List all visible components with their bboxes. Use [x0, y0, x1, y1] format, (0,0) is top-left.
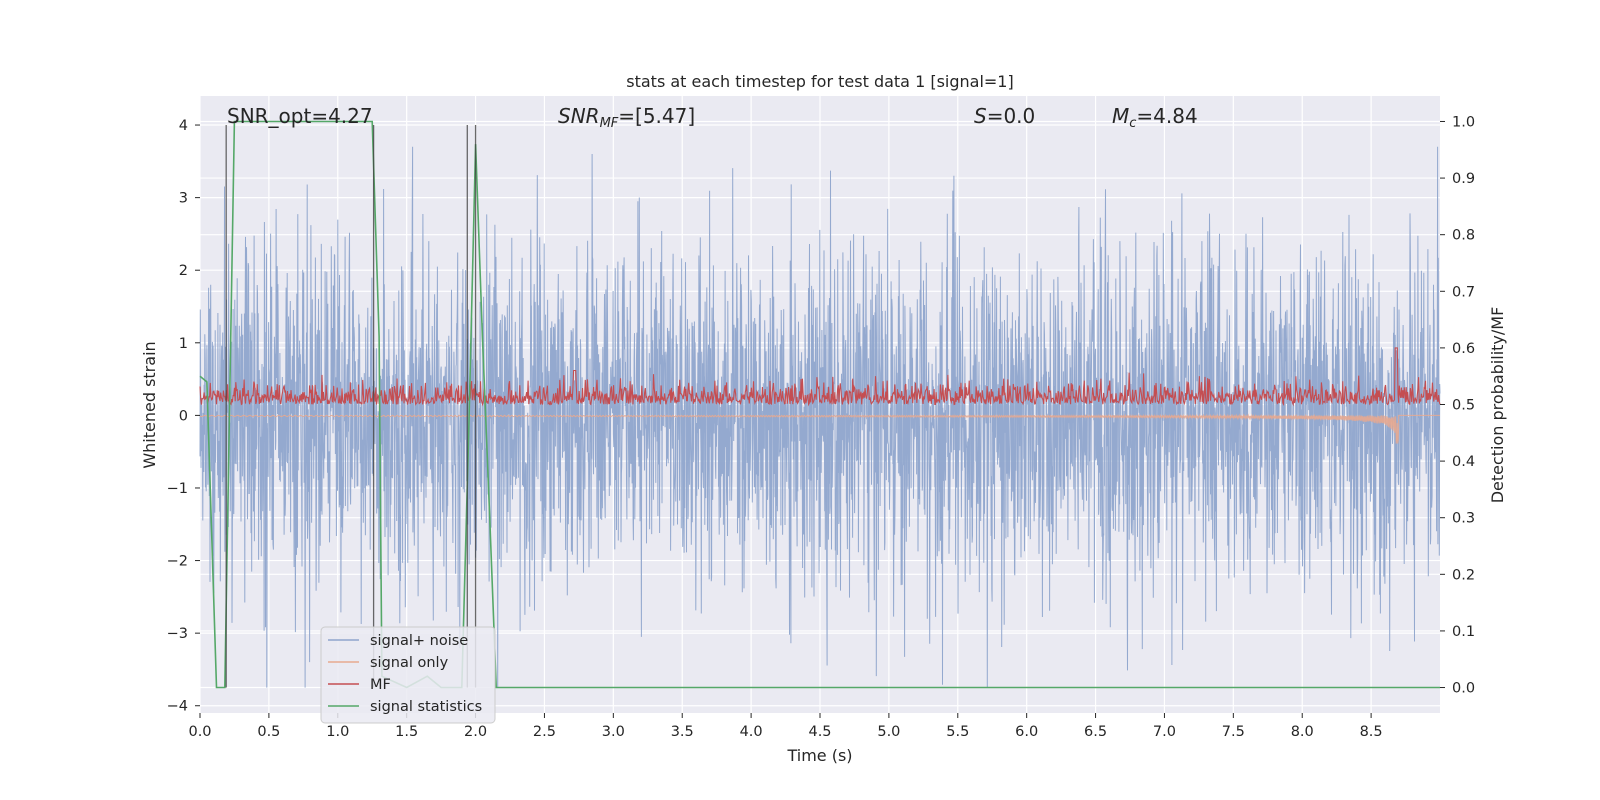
legend: signal+ noise signal only MF signal stat…: [320, 626, 496, 724]
y-tick-label: −3: [167, 626, 188, 642]
y-tick-label: 4: [179, 118, 188, 134]
x-tick-label: 3.5: [671, 724, 694, 740]
x-tick-label: 5.0: [877, 724, 900, 740]
y2-tick-label: 0.7: [1452, 284, 1475, 300]
y-tick-label: 1: [179, 336, 188, 352]
y-axis-label: Whitened strain: [140, 341, 159, 468]
legend-box: [320, 626, 496, 724]
y2-tick-label: 0.5: [1452, 398, 1475, 414]
series-signal-only: [199, 413, 1440, 444]
x-tick-label: 1.5: [395, 724, 418, 740]
annotation-mc: Mc=4.84: [1112, 104, 1198, 131]
y-tick-label: −2: [167, 554, 188, 570]
x-tick-label: 2.0: [464, 724, 487, 740]
y2-axis-label: Detection probability/MF: [1488, 307, 1507, 504]
x-axis-label: Time (s): [786, 746, 852, 765]
y2-tick-label: 0.8: [1452, 228, 1475, 244]
y2-ticks: 1.0 0.9 0.8 0.7 0.6 0.5 0.4 0.3 0.2 0.1 0.0: [1440, 114, 1475, 697]
y-tick-label: −4: [167, 699, 188, 715]
x-ticks: 0.0 0.5 1.0 1.5 2.0 2.5 3.0 3.5 4.0 4.5 5.0 5.5 6.0 6…: [188, 713, 1383, 740]
annotation-s: S=0.0: [974, 104, 1035, 128]
chart-title: stats at each timestep for test data 1 […: [626, 72, 1013, 91]
y2-tick-label: 1.0: [1452, 114, 1475, 130]
y-tick-label: −1: [167, 481, 188, 497]
y-tick-label: 3: [179, 191, 188, 207]
x-tick-label: 8.0: [1291, 724, 1314, 740]
x-tick-label: 6.0: [1015, 724, 1038, 740]
x-tick-label: 7.5: [1222, 724, 1245, 740]
y2-tick-label: 0.3: [1452, 511, 1475, 527]
y-tick-label: 0: [179, 408, 188, 424]
legend-label-signal-only: signal only: [370, 655, 449, 671]
y-ticks: 4 3 2 1 0 −1 −2 −3 −4: [167, 118, 200, 715]
annotations: SNR_opt=4.27 SNRMF=[5.47] S=0.0 Mc=4.84: [227, 104, 1198, 131]
x-tick-label: 0.5: [257, 724, 280, 740]
y2-tick-label: 0.0: [1452, 681, 1475, 697]
legend-label-mf: MF: [370, 677, 391, 693]
x-tick-label: 5.5: [946, 724, 969, 740]
series-signal-noise: [199, 146, 1441, 688]
y2-tick-label: 0.4: [1452, 454, 1475, 470]
x-tick-label: 3.0: [602, 724, 625, 740]
x-tick-label: 1.0: [326, 724, 349, 740]
legend-label-signal-statistics: signal statistics: [370, 699, 482, 715]
x-tick-label: 8.5: [1360, 724, 1383, 740]
y2-tick-label: 0.1: [1452, 624, 1475, 640]
x-tick-label: 4.5: [808, 724, 831, 740]
y2-tick-label: 0.2: [1452, 567, 1475, 583]
annotation-snr-mf: SNRMF=[5.47]: [558, 104, 695, 131]
legend-label-signal-noise: signal+ noise: [370, 633, 468, 649]
y2-tick-label: 0.9: [1452, 171, 1475, 187]
series-mf: [199, 347, 1441, 407]
x-tick-label: 2.5: [533, 724, 556, 740]
x-tick-label: 7.0: [1153, 724, 1176, 740]
annotation-snr-opt: SNR_opt=4.27: [227, 104, 373, 128]
x-tick-label: 0.0: [188, 724, 211, 740]
x-tick-label: 6.5: [1084, 724, 1107, 740]
y2-tick-label: 0.6: [1452, 341, 1475, 357]
vertical-markers: [225, 125, 477, 688]
y-tick-label: 2: [179, 263, 188, 279]
x-tick-label: 4.0: [740, 724, 763, 740]
